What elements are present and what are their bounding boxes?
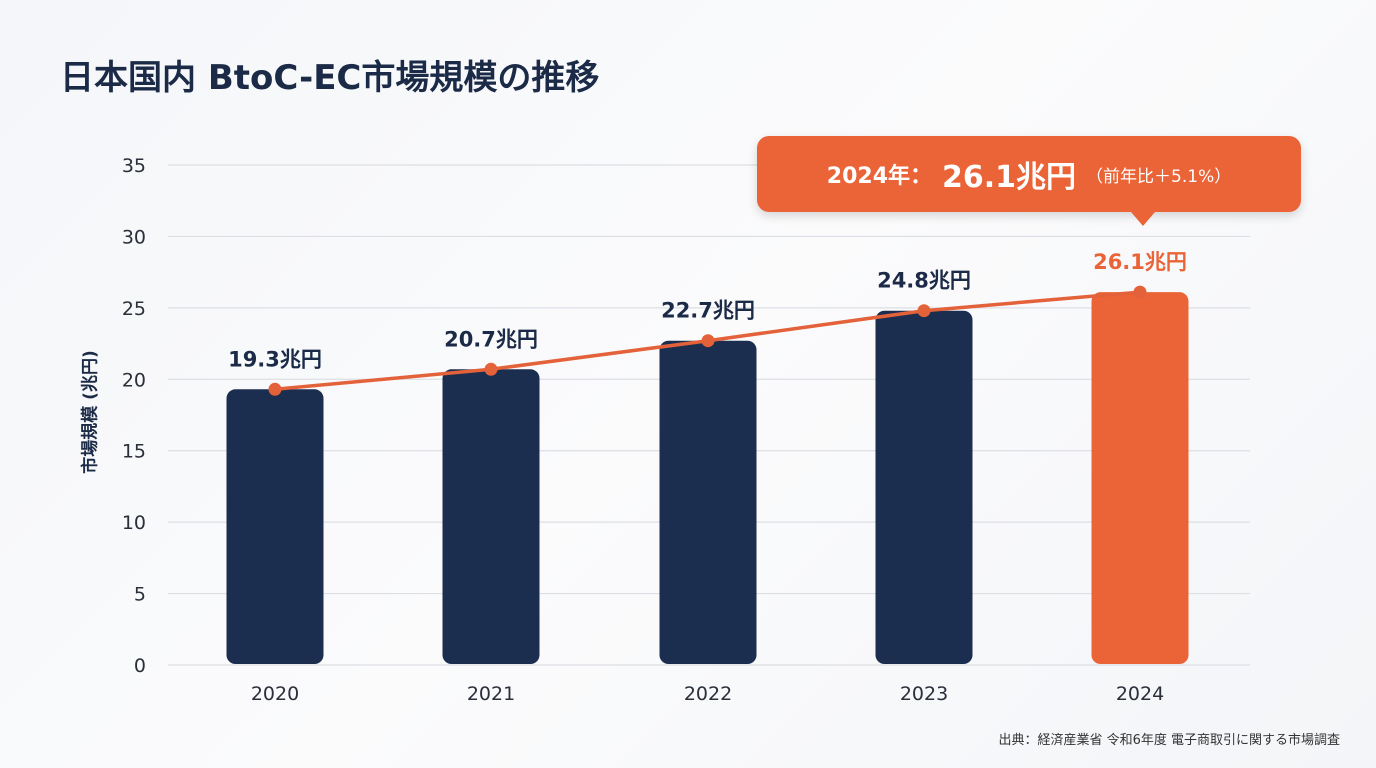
bar [442,369,540,664]
x-tick-label: 2020 [251,683,299,705]
x-tick-label: 2021 [467,683,515,705]
data-label: 19.3兆円 [228,347,322,371]
trend-point [1133,285,1147,299]
data-label: 22.7兆円 [661,299,755,323]
y-tick-label: 25 [122,298,146,320]
trend-point [268,382,282,396]
trend-point [917,304,931,318]
y-tick-label: 10 [122,512,146,534]
bar [659,340,757,664]
chart-title: 日本国内 BtoC-EC市場規模の推移 [60,58,600,98]
data-label: 26.1兆円 [1093,250,1187,274]
y-tick-label: 5 [134,584,146,606]
bar [226,389,324,664]
callout-year: 2024年： [826,164,932,189]
bar [1091,292,1189,664]
x-tick-label: 2024 [1116,683,1164,705]
trend-point [701,334,715,348]
x-tick-label: 2023 [900,683,948,705]
y-tick-label: 30 [122,226,146,248]
x-tick-label: 2022 [684,683,732,705]
bar [875,310,973,664]
data-label: 20.7兆円 [444,327,538,351]
y-tick-label: 20 [122,369,146,391]
y-tick-label: 35 [122,155,146,177]
y-tick-label: 0 [134,655,146,677]
trend-point [484,362,498,376]
y-axis-label: 市場規模 (兆円) [80,350,101,474]
callout-value: 26.1兆円 [942,160,1077,195]
highlight-callout: 2024年： 26.1兆円 （前年比＋5.1%） [757,136,1301,226]
callout-note: （前年比＋5.1%） [1086,166,1232,187]
y-tick-label: 15 [122,441,146,463]
source-note: 出典：経済産業省 令和6年度 電子商取引に関する市場調査 [998,733,1340,748]
data-label: 24.8兆円 [877,269,971,293]
